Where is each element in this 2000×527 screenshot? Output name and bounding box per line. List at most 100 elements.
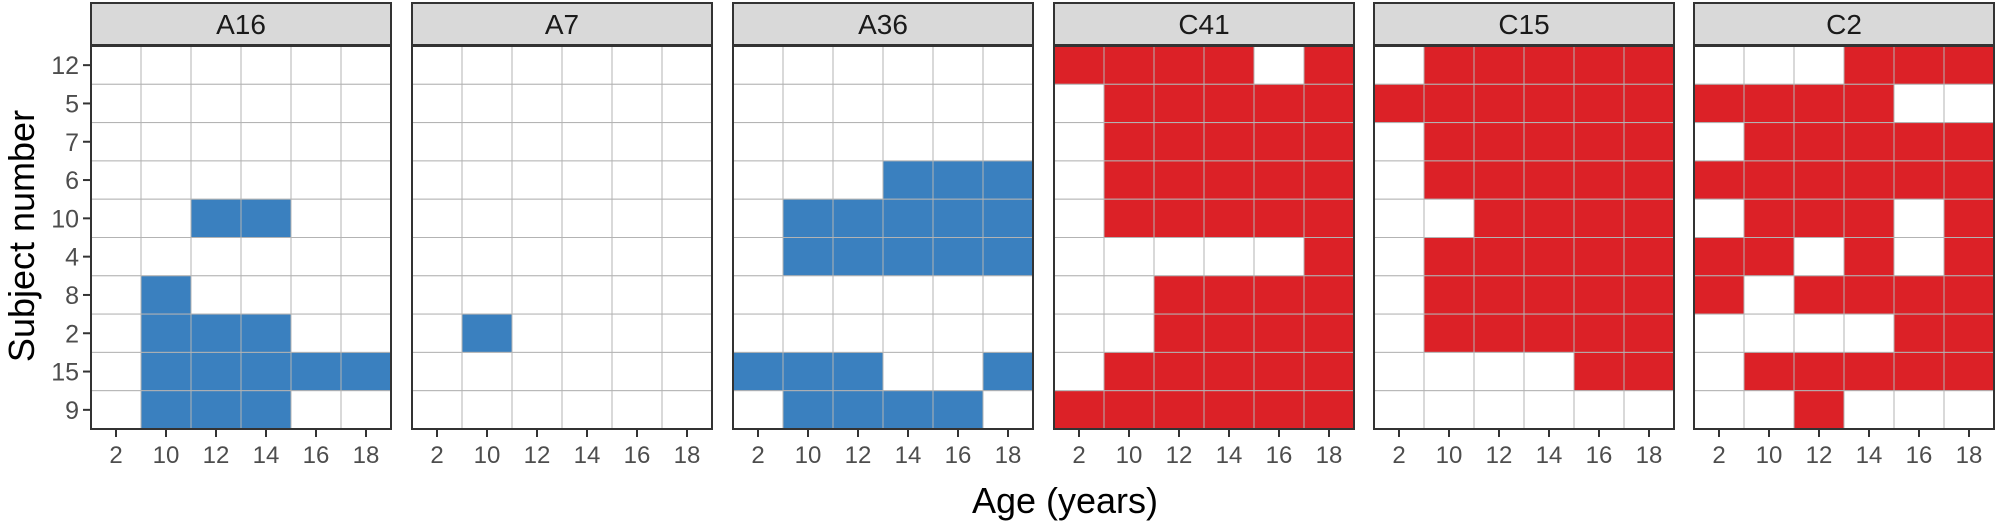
heatmap-cell [1423, 45, 1475, 85]
panel-strip-label: C15 [1498, 9, 1549, 40]
heatmap-cell [1303, 160, 1355, 200]
heatmap-cell [1943, 237, 1995, 277]
heatmap-cell [461, 237, 513, 277]
heatmap-cell [1743, 160, 1795, 200]
heatmap-cell [1573, 45, 1625, 85]
heatmap-cell [190, 390, 242, 430]
heatmap-cell [1153, 351, 1205, 392]
heatmap-cell [982, 275, 1034, 315]
heatmap-cell [1843, 351, 1895, 392]
panel-strip-label: C2 [1826, 9, 1862, 40]
heatmap-cell [882, 390, 934, 430]
heatmap-cell [1693, 83, 1745, 124]
heatmap-cell [461, 122, 513, 162]
heatmap-cell [90, 275, 142, 315]
x-tick-label: 14 [574, 442, 601, 469]
y-tick-label: 2 [65, 320, 79, 348]
heatmap-cell [1303, 198, 1355, 238]
heatmap-cell [611, 198, 663, 238]
heatmap-cell [511, 351, 563, 392]
heatmap-cell [461, 160, 513, 200]
heatmap-cell [1053, 83, 1105, 124]
panel-strip-label: C41 [1178, 9, 1229, 40]
heatmap-cell [1623, 351, 1675, 392]
heatmap-cell [190, 351, 242, 392]
heatmap-cell [190, 275, 242, 315]
x-tick-label: 18 [1956, 442, 1983, 469]
heatmap-cell [140, 351, 192, 392]
heatmap-cell [1743, 122, 1795, 162]
heatmap-cell [190, 237, 242, 277]
x-tick-label: 10 [474, 442, 501, 469]
heatmap-cell [1523, 122, 1575, 162]
heatmap-cell [561, 198, 613, 238]
heatmap-cell [1943, 313, 1995, 353]
heatmap-cell [1693, 45, 1745, 85]
heatmap-cell [1303, 45, 1355, 85]
heatmap-cell [1423, 237, 1475, 277]
heatmap-cell [782, 198, 834, 238]
heatmap-cell [1203, 122, 1255, 162]
y-tick-label: 8 [65, 282, 79, 310]
heatmap-cell [782, 122, 834, 162]
heatmap-cell [782, 160, 834, 200]
heatmap-cell [832, 45, 884, 85]
x-tick-label: 16 [1266, 442, 1293, 469]
heatmap-cell [1473, 160, 1525, 200]
heatmap-cell [982, 237, 1034, 277]
heatmap-cell [1693, 198, 1745, 238]
heatmap-cell [1793, 275, 1845, 315]
heatmap-cell [140, 198, 192, 238]
x-tick-label: 12 [203, 442, 230, 469]
x-tick-label: 12 [524, 442, 551, 469]
heatmap-cell [1373, 313, 1425, 353]
panel-a7: A7 2 10 12 14 16 18 [411, 2, 713, 469]
x-tick-label: 2 [430, 442, 443, 469]
heatmap-cell [1523, 351, 1575, 392]
heatmap-cell [732, 351, 784, 392]
heatmap-cell [240, 122, 292, 162]
panel-frame [732, 45, 1034, 430]
heatmap-cell [140, 160, 192, 200]
heatmap-cell [1423, 198, 1475, 238]
heatmap-cell [461, 198, 513, 238]
heatmap-cell [1623, 83, 1675, 124]
heatmap-cell [90, 83, 142, 124]
heatmap-cell [511, 237, 563, 277]
heatmap-cell [1523, 83, 1575, 124]
heatmap-cell [982, 390, 1034, 430]
heatmap-cell [1203, 390, 1255, 430]
heatmap-cell [1693, 313, 1745, 353]
x-tick-label: 18 [674, 442, 701, 469]
heatmap-cell [782, 83, 834, 124]
heatmap-cell [461, 351, 513, 392]
y-tick-label: 10 [51, 205, 79, 233]
heatmap-cell [340, 313, 392, 353]
heatmap-cell [611, 313, 663, 353]
x-tick-label: 14 [895, 442, 922, 469]
heatmap-cell [1153, 122, 1205, 162]
heatmap-cell [1423, 122, 1475, 162]
heatmap-cell [1743, 83, 1795, 124]
heatmap-cell [1623, 198, 1675, 238]
heatmap-cell [1943, 160, 1995, 200]
heatmap-cell [461, 83, 513, 124]
heatmap-cell [511, 390, 563, 430]
heatmap-cell [1103, 198, 1155, 238]
heatmap-cell [1103, 83, 1155, 124]
heatmap-cell [782, 313, 834, 353]
heatmap-cell [90, 237, 142, 277]
heatmap-cell [732, 198, 784, 238]
heatmap-cell [661, 390, 713, 430]
heatmap-cell [782, 390, 834, 430]
heatmap-cell [1103, 390, 1155, 430]
heatmap-cell [1203, 83, 1255, 124]
y-tick-label: 15 [51, 359, 79, 387]
x-tick-label: 10 [153, 442, 180, 469]
x-tick-label: 10 [795, 442, 822, 469]
heatmap-cell [882, 313, 934, 353]
heatmap-cell [290, 198, 342, 238]
heatmap-cell [340, 390, 392, 430]
heatmap-cell [340, 160, 392, 200]
x-tick-label: 18 [1316, 442, 1343, 469]
